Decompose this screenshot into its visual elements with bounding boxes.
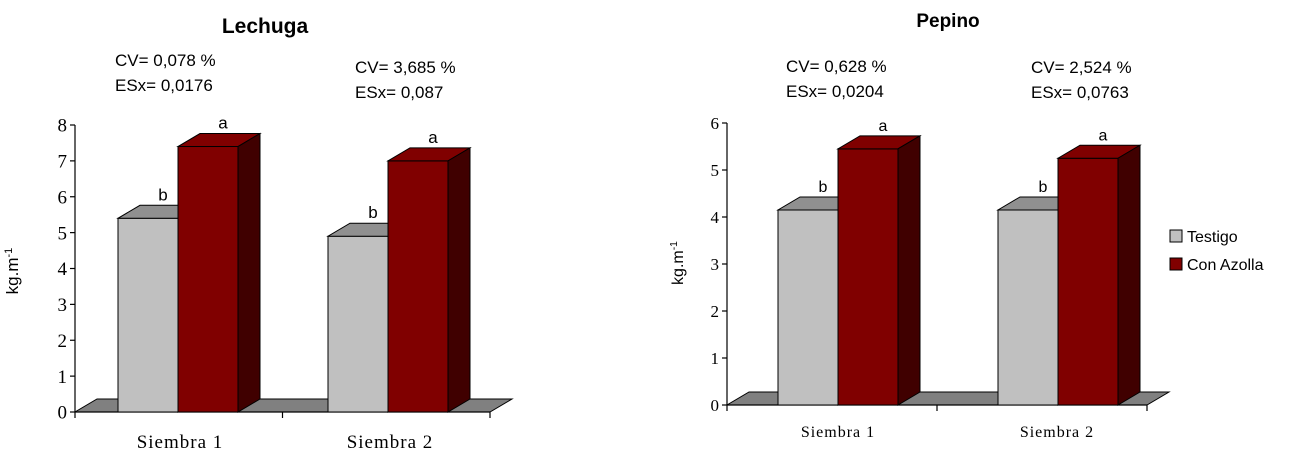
y-tick-label: 3 [58, 295, 68, 316]
significance-label: a [218, 114, 228, 133]
cv-annotation: CV= 0,078 % [115, 51, 216, 70]
esx-annotation: ESx= 0,0204 [786, 82, 884, 101]
y-tick-label: 3 [711, 255, 720, 274]
y-tick-label: 1 [58, 367, 68, 388]
significance-label: b [368, 203, 377, 222]
cv-annotation: CV= 0,628 % [786, 57, 887, 76]
legend-swatch [1169, 229, 1183, 243]
y-tick-label: 7 [58, 152, 68, 173]
y-tick-label: 2 [58, 331, 68, 352]
y-tick-label: 8 [58, 116, 68, 137]
cv-annotation: CV= 3,685 % [355, 58, 456, 77]
y-axis-title-sup: -1 [669, 241, 680, 250]
legend-swatch [1169, 257, 1183, 271]
category-label: Siembra 1 [801, 424, 875, 441]
y-tick-label: 2 [711, 302, 720, 321]
bar-testigo-front [117, 217, 179, 413]
esx-annotation: ESx= 0,087 [355, 83, 443, 102]
y-tick-label: 1 [711, 349, 720, 368]
significance-label: b [1039, 179, 1048, 196]
chart-2: Pepino CV= 0,628 % ESx= 0,0204 CV= 2,524 % E… [669, 11, 1264, 441]
bar-con-azolla-side [237, 132, 261, 413]
y-axis-title-main: kg.m [670, 250, 687, 285]
significance-label: a [1099, 127, 1108, 144]
significance-label: a [428, 128, 438, 147]
bar-testigo-front [327, 235, 389, 413]
y-tick-label: 6 [711, 114, 720, 133]
y-axis-title: kg.m-1 [3, 248, 22, 295]
legend-label: Con Azolla [1187, 257, 1264, 274]
y-axis-title-sup: -1 [3, 248, 15, 258]
y-tick-label: 6 [58, 187, 68, 208]
bar-con-azolla-front [387, 160, 449, 413]
y-tick-label: 5 [711, 161, 720, 180]
bar-con-azolla-side [447, 146, 471, 413]
category-label: Siembra 2 [1020, 424, 1094, 441]
legend: Testigo Con Azolla [1169, 229, 1264, 274]
y-tick-label: 0 [711, 396, 720, 415]
y-axis-title: kg.m-1 [669, 241, 687, 285]
legend-label: Testigo [1187, 229, 1238, 246]
chart-title: Lechuga [222, 15, 309, 38]
chart-1: Lechuga CV= 0,078 % ESx= 0,0176 CV= 3,685 %… [3, 15, 514, 453]
esx-annotation: ESx= 0,0763 [1031, 83, 1129, 102]
y-tick-label: 4 [711, 208, 720, 227]
cv-annotation: CV= 2,524 % [1031, 58, 1132, 77]
bar-con-azolla-side [897, 134, 921, 406]
category-label: Siembra 2 [347, 432, 434, 453]
y-axis-title-main: kg.m [3, 257, 22, 294]
significance-label: b [819, 179, 828, 196]
bar-con-azolla-side [1117, 144, 1141, 406]
category-label: Siembra 1 [137, 432, 224, 453]
y-tick-label: 5 [58, 223, 68, 244]
bar-testigo-front [777, 209, 839, 406]
bar-testigo-front [997, 209, 1059, 406]
y-tick-label: 4 [58, 259, 68, 280]
bar-con-azolla-front [1057, 157, 1119, 406]
esx-annotation: ESx= 0,0176 [115, 76, 213, 95]
bar-con-azolla-front [177, 146, 239, 413]
significance-label: b [158, 185, 167, 204]
bar-con-azolla-front [837, 148, 899, 406]
significance-label: a [879, 118, 888, 135]
y-tick-label: 0 [58, 403, 68, 424]
chart-title: Pepino [916, 11, 979, 32]
